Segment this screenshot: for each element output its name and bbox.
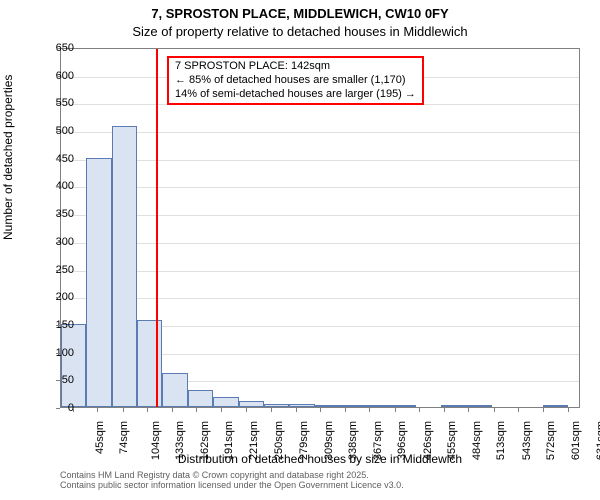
annotation-line3: 14% of semi-detached houses are larger (…: [175, 88, 416, 102]
y-tick-mark: [56, 353, 60, 354]
x-tick-mark: [221, 408, 222, 412]
x-tick-mark: [568, 408, 569, 412]
annotation-line1: 7 SPROSTON PLACE: 142sqm: [175, 60, 416, 74]
credits: Contains HM Land Registry data © Crown c…: [60, 470, 404, 490]
histogram-bar: [162, 373, 187, 407]
gridline: [61, 215, 579, 216]
gridline: [61, 160, 579, 161]
x-tick-mark: [468, 408, 469, 412]
y-axis-label: Number of detached properties: [1, 75, 15, 240]
y-tick-mark: [56, 76, 60, 77]
x-tick-mark: [419, 408, 420, 412]
credits-line2: Contains public sector information licen…: [60, 480, 404, 490]
histogram-bar: [391, 405, 416, 407]
x-tick-mark: [369, 408, 370, 412]
histogram-bar: [365, 405, 390, 407]
x-tick-mark: [518, 408, 519, 412]
chart-title: 7, SPROSTON PLACE, MIDDLEWICH, CW10 0FY: [0, 6, 600, 21]
annotation-box: 7 SPROSTON PLACE: 142sqm← 85% of detache…: [167, 56, 424, 105]
gridline: [61, 298, 579, 299]
y-tick-mark: [56, 242, 60, 243]
histogram-bar: [441, 405, 466, 407]
histogram-bar: [213, 397, 238, 407]
y-tick-mark: [56, 186, 60, 187]
x-tick-mark: [271, 408, 272, 412]
histogram-bar: [239, 401, 264, 407]
x-tick-mark: [147, 408, 148, 412]
y-tick-mark: [56, 270, 60, 271]
x-tick-label: 74sqm: [118, 421, 130, 454]
x-tick-label: 631sqm: [595, 421, 600, 460]
histogram-bar: [112, 126, 137, 407]
x-tick-mark: [494, 408, 495, 412]
chart-subtitle: Size of property relative to detached ho…: [0, 24, 600, 39]
histogram-bar: [467, 405, 492, 407]
x-tick-mark: [73, 408, 74, 412]
histogram-bar: [543, 405, 568, 407]
gridline: [61, 187, 579, 188]
y-tick-mark: [56, 214, 60, 215]
x-tick-mark: [320, 408, 321, 412]
y-tick-mark: [56, 297, 60, 298]
histogram-bar: [188, 390, 213, 407]
plot-area: 7 SPROSTON PLACE: 142sqm← 85% of detache…: [60, 48, 580, 408]
y-tick-mark: [56, 408, 60, 409]
gridline: [61, 243, 579, 244]
y-tick-mark: [56, 159, 60, 160]
gridline: [61, 271, 579, 272]
annotation-line2: ← 85% of detached houses are smaller (1,…: [175, 74, 416, 88]
x-tick-mark: [543, 408, 544, 412]
histogram-bar: [289, 404, 314, 407]
x-tick-mark: [296, 408, 297, 412]
histogram-bar: [61, 324, 86, 407]
histogram-bar: [86, 158, 111, 407]
y-tick-mark: [56, 48, 60, 49]
histogram-bar: [315, 405, 340, 407]
x-tick-mark: [123, 408, 124, 412]
histogram-bar: [340, 405, 365, 407]
gridline: [61, 132, 579, 133]
y-tick-mark: [56, 103, 60, 104]
histogram-bar: [264, 404, 289, 407]
credits-line1: Contains HM Land Registry data © Crown c…: [60, 470, 404, 480]
y-tick-mark: [56, 131, 60, 132]
x-axis-label: Distribution of detached houses by size …: [60, 452, 580, 466]
x-tick-mark: [345, 408, 346, 412]
x-tick-mark: [172, 408, 173, 412]
x-tick-mark: [196, 408, 197, 412]
y-tick-mark: [56, 325, 60, 326]
y-tick-mark: [56, 380, 60, 381]
x-tick-mark: [246, 408, 247, 412]
reference-line: [156, 49, 158, 407]
x-tick-label: 45sqm: [94, 421, 106, 454]
x-tick-mark: [395, 408, 396, 412]
x-tick-mark: [97, 408, 98, 412]
x-tick-mark: [444, 408, 445, 412]
histogram-bar: [137, 320, 162, 408]
